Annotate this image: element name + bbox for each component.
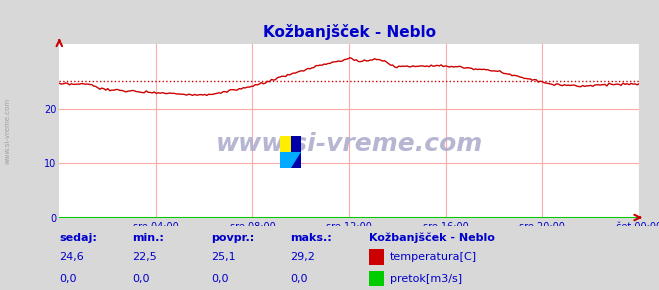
Bar (369, 271, 384, 287)
Title: Kožbanjšček - Neblo: Kožbanjšček - Neblo (263, 23, 436, 39)
Text: 0,0: 0,0 (59, 273, 77, 284)
Bar (291, 136, 301, 152)
Text: 0,0: 0,0 (290, 273, 308, 284)
Bar (280, 136, 291, 152)
Text: min.:: min.: (132, 233, 163, 243)
Text: sedaj:: sedaj: (59, 233, 97, 243)
Text: www.si-vreme.com: www.si-vreme.com (215, 133, 483, 156)
Text: 0,0: 0,0 (132, 273, 150, 284)
Text: 24,6: 24,6 (59, 252, 84, 262)
Polygon shape (291, 152, 301, 168)
Text: temperatura[C]: temperatura[C] (390, 252, 477, 262)
Text: 22,5: 22,5 (132, 252, 157, 262)
Text: pretok[m3/s]: pretok[m3/s] (390, 273, 462, 284)
Text: povpr.:: povpr.: (211, 233, 254, 243)
Text: www.si-vreme.com: www.si-vreme.com (5, 97, 11, 164)
Text: 0,0: 0,0 (211, 273, 229, 284)
Bar (369, 249, 384, 265)
Text: maks.:: maks.: (290, 233, 331, 243)
Text: 25,1: 25,1 (211, 252, 235, 262)
Text: 29,2: 29,2 (290, 252, 315, 262)
Bar (291, 152, 301, 168)
Text: Kožbanjšček - Neblo: Kožbanjšček - Neblo (369, 232, 495, 243)
Bar (280, 152, 291, 168)
